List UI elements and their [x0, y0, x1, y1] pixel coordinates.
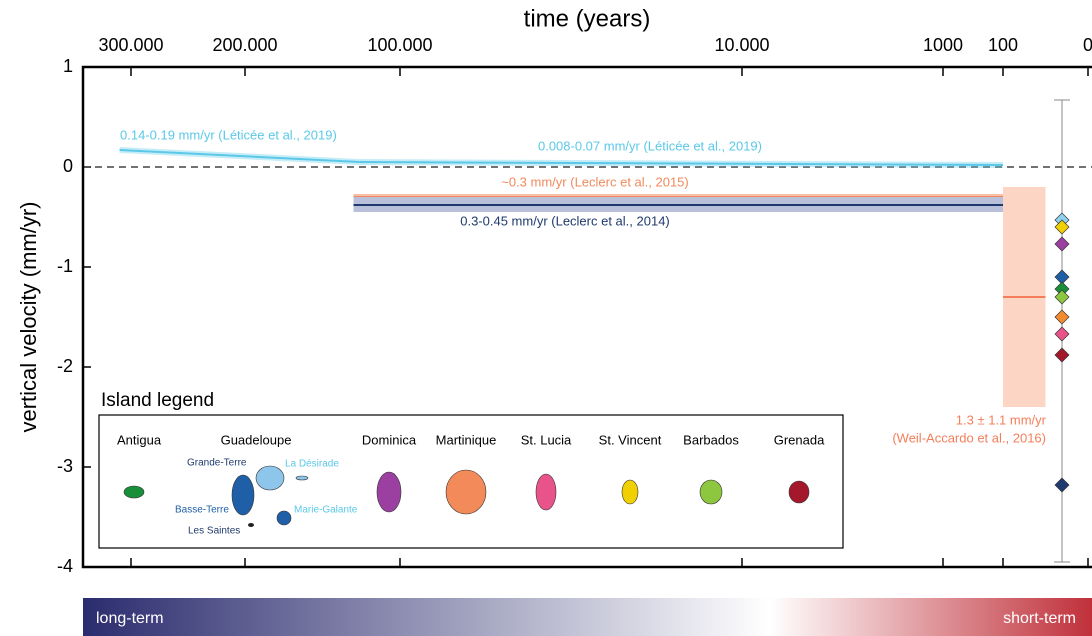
line	[119, 149, 360, 163]
time-gradient	[83, 598, 1092, 636]
chart-title: time (years)	[524, 5, 651, 32]
island-name: Barbados	[683, 432, 739, 447]
y-tick-label: -1	[57, 256, 73, 276]
island-sublabel: Grande-Terre	[187, 458, 247, 469]
x-tick-label: 200.000	[212, 35, 277, 55]
x-tick-label: 1000	[923, 35, 963, 55]
island-shape	[535, 473, 557, 511]
y-axis-label: vertical velocity (mm/yr)	[16, 201, 41, 432]
island-name: St. Lucia	[521, 432, 572, 447]
series-label: 0.3-0.45 mm/yr (Leclerc et al., 2014)	[460, 213, 670, 228]
series-label: 0.14-0.19 mm/yr (Léticée et al., 2019)	[120, 127, 337, 142]
island-shape	[788, 480, 810, 504]
island-shape	[276, 510, 292, 526]
legend-title: Island legend	[101, 390, 214, 411]
island-rate	[1054, 326, 1070, 342]
island-name: St. Vincent	[599, 432, 662, 447]
island-shape	[621, 479, 639, 505]
x-tick-label: 10.000	[714, 35, 769, 55]
y-tick-label: 0	[63, 156, 73, 176]
y-tick-label: -4	[57, 556, 73, 576]
island-sublabel: Basse-Terre	[175, 505, 229, 516]
x-tick-label: 100.000	[367, 35, 432, 55]
island-shape	[376, 471, 402, 513]
x-tick-label: 300.000	[98, 35, 163, 55]
island-shape	[231, 474, 255, 516]
line	[359, 161, 1004, 166]
island-shape	[699, 479, 723, 505]
series-label: 0.008-0.07 mm/yr (Léticée et al., 2019)	[538, 138, 762, 153]
box-label: (Weil-Accardo et al., 2016)	[892, 430, 1046, 445]
gradient-label: long-term	[96, 610, 164, 627]
legend-box	[98, 414, 844, 549]
island-name: Grenada	[774, 432, 825, 447]
island-shape	[295, 475, 309, 481]
island-name: Guadeloupe	[221, 432, 292, 447]
island-name: Antigua	[117, 432, 162, 447]
island-rate	[1054, 309, 1070, 325]
island-rate	[1054, 219, 1070, 235]
series-label: ~0.3 mm/yr (Leclerc et al., 2015)	[501, 174, 689, 189]
y-tick-label: 1	[63, 56, 73, 76]
island-rate	[1054, 236, 1070, 252]
y-tick-label: -3	[57, 456, 73, 476]
x-tick-label: 0	[1083, 35, 1092, 55]
island-shape	[255, 465, 285, 491]
island-rate	[1054, 347, 1070, 363]
island-shape	[248, 523, 254, 527]
island-rate	[1054, 289, 1070, 305]
box-label: 1.3 ± 1.1 mm/yr	[956, 412, 1047, 427]
island-name: Dominica	[362, 432, 417, 447]
island-shape	[445, 469, 487, 515]
island-name: Martinique	[436, 432, 497, 447]
island-sublabel: Marie-Galante	[294, 505, 358, 516]
plot-frame	[81, 65, 1092, 569]
island-sublabel: Les Saintes	[188, 526, 240, 537]
island-shape	[123, 485, 145, 499]
x-tick-label: 100	[988, 35, 1018, 55]
gradient-label: short-term	[1003, 610, 1076, 627]
y-tick-label: -2	[57, 356, 73, 376]
island-sublabel: La Désirade	[285, 459, 339, 470]
island-rate	[1054, 477, 1070, 493]
